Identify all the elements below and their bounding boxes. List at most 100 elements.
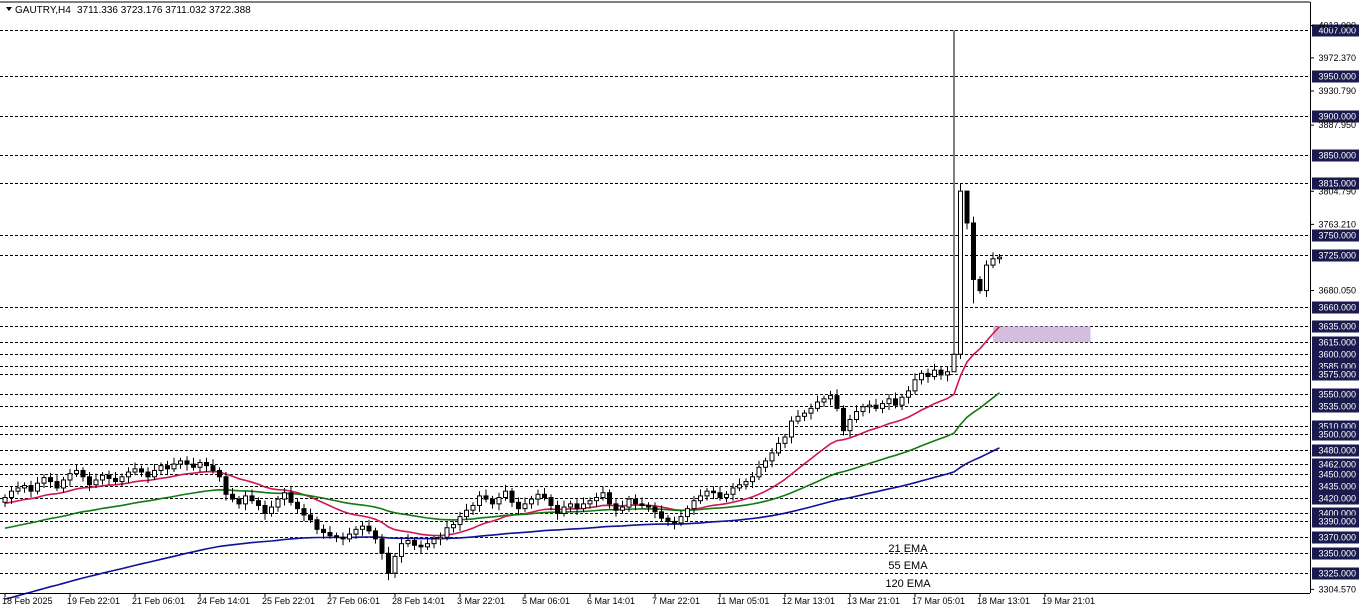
bull-candle: [529, 498, 534, 505]
bear-candle: [373, 530, 378, 540]
ema55-line: [4, 392, 1000, 529]
bull-candle: [457, 516, 463, 526]
bull-candle: [464, 509, 469, 518]
bear-candle: [711, 490, 716, 494]
bear-candle: [288, 492, 294, 503]
bear-candle: [672, 520, 677, 524]
bull-candle: [958, 190, 963, 355]
level-label-bg: [1312, 531, 1359, 544]
bull-candle: [74, 469, 79, 475]
bull-candle: [22, 485, 27, 489]
bull-candle: [100, 474, 105, 481]
time-axis: 18 Feb 2025 19 Feb 22:01 21 Feb 06:01 24 Fe…: [2, 593, 1095, 606]
resistance-zone: [993, 326, 1091, 343]
candles: [2, 30, 1002, 581]
bear-candle: [483, 495, 489, 500]
bear-candle: [873, 404, 879, 409]
level-label-bg: [1312, 149, 1359, 162]
bull-candle: [275, 498, 281, 508]
level-label-bg: [1312, 444, 1359, 457]
bull-candle: [795, 415, 801, 422]
legend-ema120: 120 EMA: [885, 578, 931, 590]
bull-candle: [912, 379, 918, 392]
bull-candle: [750, 476, 755, 483]
bull-candle: [35, 482, 40, 492]
bull-candle: [854, 411, 859, 421]
bull-candle: [568, 503, 573, 508]
ema-lines: [4, 326, 1001, 600]
bear-candle: [334, 535, 339, 538]
level-label-bg: [1312, 368, 1359, 381]
level-label: 3370.000: [1318, 533, 1356, 543]
bull-candle: [730, 487, 736, 495]
bull-candle: [906, 390, 911, 398]
level-label-bg: [1312, 547, 1359, 560]
bear-candle: [106, 474, 112, 479]
level-label: 3350.000: [1318, 549, 1356, 559]
bear-candle: [80, 469, 86, 478]
level-label-bg: [1312, 480, 1359, 493]
level-label: 3635.000: [1318, 322, 1356, 332]
bull-candle: [847, 419, 853, 432]
bull-candle: [152, 469, 157, 478]
bear-candle: [834, 395, 840, 409]
bull-candle: [477, 495, 482, 506]
dropdown-triangle-icon[interactable]: [6, 7, 12, 11]
level-label-bg: [1312, 301, 1359, 314]
bear-candle: [639, 503, 645, 506]
bull-candle: [451, 524, 456, 529]
legend-ema21: 21 EMA: [888, 543, 928, 555]
time-tick-label: 7 Mar 22:01: [652, 596, 700, 606]
bear-candle: [217, 469, 222, 478]
bull-candle: [132, 468, 138, 473]
bull-candle: [951, 353, 957, 373]
bear-candle: [184, 460, 190, 465]
bear-candle: [717, 492, 723, 499]
bull-candle: [67, 473, 73, 481]
bear-candle: [652, 506, 658, 513]
bull-candle: [776, 442, 781, 454]
bull-candle: [470, 504, 476, 511]
time-tick-label: 18 Feb 2025: [2, 596, 53, 606]
bull-candle: [737, 484, 742, 489]
level-label-bg: [1312, 388, 1359, 401]
bull-candle: [880, 403, 885, 409]
bear-candle: [555, 504, 560, 514]
price-tick-label: 3763.210: [1318, 219, 1356, 229]
level-label: 3400.000: [1318, 509, 1356, 519]
time-tick-label: 13 Mar 21:01: [847, 596, 900, 606]
bull-candle: [626, 498, 632, 508]
bear-candle: [223, 476, 229, 495]
bull-candle: [119, 476, 125, 483]
bull-candle: [15, 487, 21, 492]
level-label-bg: [1312, 515, 1359, 528]
bull-candle: [678, 516, 684, 524]
bear-candle: [113, 477, 118, 483]
level-label-bg: [1312, 492, 1359, 505]
bear-candle: [340, 536, 346, 540]
bear-candle: [87, 476, 92, 486]
bull-candle: [535, 493, 541, 500]
bull-candle: [802, 412, 807, 417]
bull-candle: [444, 527, 450, 538]
bull-candle: [496, 497, 502, 505]
bull-candle: [620, 506, 625, 511]
bear-candle: [977, 278, 983, 292]
bear-candle: [366, 525, 372, 532]
bear-candle: [295, 501, 300, 510]
level-label-bg: [1312, 320, 1359, 333]
price-tick-label: 3680.050: [1318, 286, 1356, 296]
bull-candle: [691, 500, 697, 510]
bull-candle: [392, 555, 398, 574]
bear-candle: [964, 190, 970, 224]
level-label: 3900.000: [1318, 112, 1356, 122]
bear-candle: [607, 492, 612, 505]
level-label: 3850.000: [1318, 151, 1356, 161]
bear-candle: [542, 493, 547, 499]
time-tick-label: 28 Feb 14:01: [392, 596, 445, 606]
bear-candle: [139, 468, 144, 473]
level-label: 3390.000: [1318, 517, 1356, 527]
bull-candle: [522, 503, 528, 510]
price-tick-label: 3804.790: [1318, 186, 1356, 196]
